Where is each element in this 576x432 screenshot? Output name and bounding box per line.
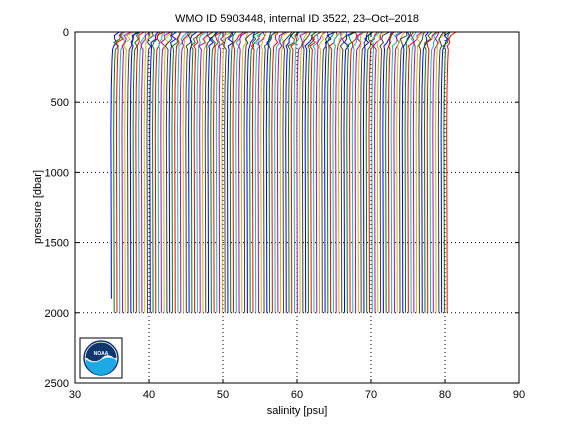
x-tick-label: 50	[217, 389, 229, 401]
x-tick-label: 70	[365, 389, 377, 401]
y-tick-label: 2500	[45, 378, 69, 390]
y-tick-label: 2000	[45, 308, 69, 320]
noaa-logo-text: NOAA	[94, 351, 109, 357]
x-tick-label: 60	[291, 389, 303, 401]
y-tick-label: 1000	[45, 167, 69, 179]
y-tick-label: 1500	[45, 238, 69, 250]
x-axis-label: salinity [psu]	[267, 405, 328, 417]
x-tick-label: 80	[439, 389, 451, 401]
y-axis-label: pressure [dbar]	[32, 170, 44, 244]
x-tick-label: 30	[69, 389, 81, 401]
x-tick-label: 40	[143, 389, 155, 401]
y-tick-label: 0	[63, 27, 69, 39]
x-tick-label: 90	[513, 389, 525, 401]
y-tick-label: 500	[51, 97, 69, 109]
noaa-logo: NOAA	[80, 338, 122, 378]
chart-title: WMO ID 5903448, internal ID 3522, 23–Oct…	[175, 13, 419, 25]
